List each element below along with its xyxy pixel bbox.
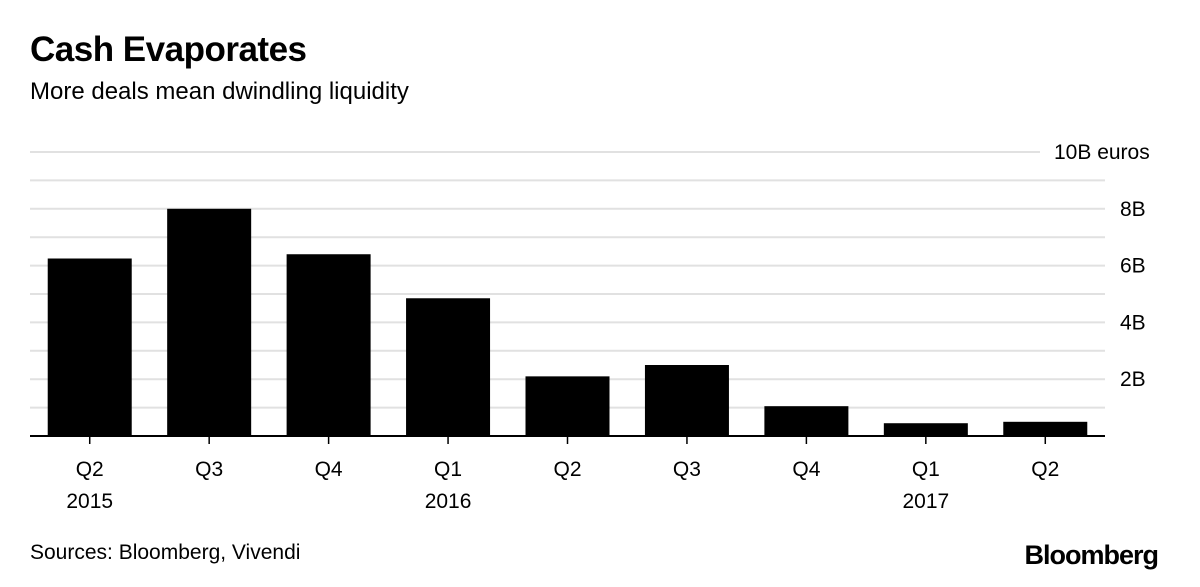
x-tick-label: Q2: [1031, 458, 1059, 481]
bar-q3-1: [167, 208, 252, 436]
x-year-label: 2015: [66, 490, 113, 513]
x-tick-label: Q3: [673, 458, 701, 481]
x-axis-labels: Q2 2015 Q3 Q4 Q1 2016 Q2 Q3 Q4 Q1 2017 Q2: [66, 436, 1059, 513]
chart-subtitle: More deals mean dwindling liquidity: [30, 78, 409, 105]
y-tick-label: 10B euros: [1054, 141, 1150, 164]
y-tick-label: 8B: [1120, 198, 1146, 221]
bar-q4-6: [764, 406, 849, 436]
bar-q2-4: [525, 376, 610, 436]
bar-q2-8: [1003, 421, 1088, 436]
x-tick-label: Q4: [792, 458, 820, 481]
chart-title: Cash Evaporates: [30, 30, 307, 69]
y-axis-labels: 10B euros 8B 6B 4B 2B: [1054, 141, 1150, 391]
bar-q3-5: [644, 365, 729, 436]
y-tick-label: 2B: [1120, 368, 1146, 391]
x-year-label: 2017: [902, 490, 949, 513]
bar-q1-7: [883, 423, 968, 436]
x-year-label: 2016: [425, 490, 472, 513]
bar-q1-3: [406, 298, 491, 436]
x-tick-label: Q2: [76, 458, 104, 481]
x-tick-label: Q2: [553, 458, 581, 481]
bars: [47, 208, 1088, 436]
source-note: Sources: Bloomberg, Vivendi: [30, 541, 301, 564]
bar-q4-2: [286, 254, 371, 436]
x-tick-label: Q4: [315, 458, 343, 481]
y-tick-label: 6B: [1120, 255, 1146, 278]
x-tick-label: Q1: [912, 458, 940, 481]
x-tick-label: Q1: [434, 458, 462, 481]
y-tick-label: 4B: [1120, 311, 1146, 334]
bar-q2-0: [47, 258, 132, 436]
bloomberg-logo: Bloomberg: [1024, 540, 1159, 570]
x-tick-label: Q3: [195, 458, 223, 481]
